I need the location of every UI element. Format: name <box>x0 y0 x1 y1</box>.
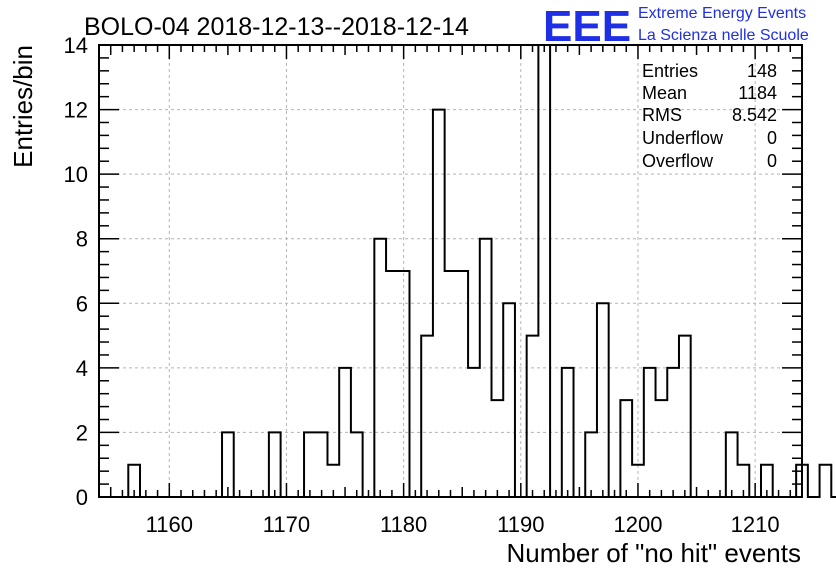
histogram-bin <box>820 465 832 497</box>
y-tick-label: 12 <box>64 98 88 123</box>
eee-logo-mark: EEE <box>543 2 631 51</box>
histogram-bin <box>351 432 363 497</box>
stats-label-rms: RMS <box>642 105 682 125</box>
histogram-outline <box>127 44 836 498</box>
stats-box: Entries 148 Mean 1184 RMS 8.542 Underflo… <box>642 61 777 171</box>
axes: 1160 1170 1180 1190 1200 1210 0 2 4 6 8 10 12 14 <box>64 33 803 537</box>
x-tick-label: 1170 <box>263 512 310 537</box>
eee-logo: EEE Extreme Energy Events La Scienza nel… <box>543 2 809 51</box>
y-tick-label: 14 <box>64 33 88 58</box>
stats-value-underflow: 0 <box>767 128 777 148</box>
y-tick-label: 10 <box>64 162 88 187</box>
eee-logo-line2: La Scienza nelle Scuole <box>638 27 809 44</box>
chart-title: BOLO-04 2018-12-13--2018-12-14 <box>84 13 469 41</box>
histogram-bin <box>679 336 691 497</box>
eee-logo-line1: Extreme Energy Events <box>638 5 806 22</box>
histogram-bin <box>386 271 398 497</box>
stats-label-entries: Entries <box>642 61 698 81</box>
y-tick-label: 6 <box>76 291 88 316</box>
histogram-bin <box>304 432 316 497</box>
histogram-bin <box>656 400 668 497</box>
y-axis-label: Entries/bin <box>8 45 38 168</box>
histogram-bin <box>726 432 738 497</box>
histogram-bin <box>597 303 609 497</box>
histogram-bin <box>620 400 632 497</box>
histogram-bin <box>269 432 281 497</box>
stats-label-overflow: Overflow <box>642 151 714 171</box>
histogram-bin <box>538 45 550 497</box>
x-axis-label: Number of "no hit" events <box>507 538 802 568</box>
histogram-bin <box>503 303 515 497</box>
stats-value-mean: 1184 <box>738 83 777 103</box>
histogram-bin <box>527 336 539 497</box>
x-tick-label: 1210 <box>731 512 780 537</box>
x-tick-label: 1200 <box>613 512 662 537</box>
y-tick-label: 2 <box>76 420 88 445</box>
histogram-bin <box>421 336 433 497</box>
y-tick-label: 4 <box>76 356 88 381</box>
y-tick-label: 8 <box>76 227 88 252</box>
histogram-bin <box>316 432 328 497</box>
histogram-bars <box>128 45 836 497</box>
histogram-bin <box>456 271 468 497</box>
stats-value-entries: 148 <box>747 61 777 81</box>
stats-label-underflow: Underflow <box>642 128 724 148</box>
x-tick-label: 1190 <box>497 512 544 537</box>
x-tick-label: 1160 <box>146 512 193 537</box>
y-tick-label: 0 <box>76 485 88 510</box>
histogram-bin <box>445 271 457 497</box>
x-tick-label: 1180 <box>380 512 427 537</box>
histogram-bin <box>585 432 597 497</box>
stats-label-mean: Mean <box>642 83 687 103</box>
stats-value-overflow: 0 <box>767 151 777 171</box>
histogram-bin <box>492 400 504 497</box>
stats-value-rms: 8.542 <box>732 105 777 125</box>
